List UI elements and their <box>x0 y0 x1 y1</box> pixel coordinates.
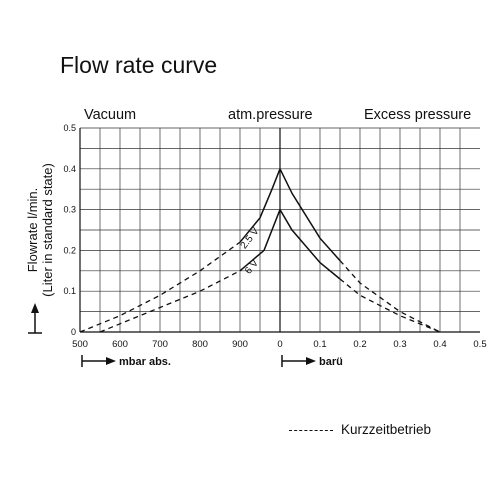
vacuum-axis-label: mbar abs. <box>119 356 171 368</box>
x-tick-label-vacuum: 700 <box>152 339 168 350</box>
x-tick-label-vacuum: 600 <box>112 339 128 350</box>
region-label-atm-pressure: atm.pressure <box>228 107 313 123</box>
series-line-dashed-pressure <box>339 278 441 333</box>
legend-label: Kurzzeitbetrieb <box>341 422 432 437</box>
legend-dash-swatch <box>289 429 333 431</box>
region-label-excess-pressure: Excess pressure <box>364 107 472 123</box>
x-tick-label-vacuum: 900 <box>232 339 248 350</box>
pressure-axis-label: barü <box>319 356 343 368</box>
y-tick-label: 0.4 <box>63 164 76 174</box>
series-line-dashed-vacuum <box>79 241 241 333</box>
series-line-dashed-pressure <box>339 260 441 333</box>
y-tick-label: 0.2 <box>63 245 76 255</box>
region-label-vacuum: Vacuum <box>84 107 137 123</box>
x-tick-label-vacuum: 800 <box>192 339 208 350</box>
series-line-dashed-vacuum <box>99 270 241 333</box>
series-label-6v: 6 V <box>243 258 261 277</box>
legend: Kurzzeitbetrieb <box>289 422 431 437</box>
y-axis-arrow-head <box>31 303 39 313</box>
x-tick-label-pressure: 0.4 <box>433 339 446 350</box>
y-tick-label: 0.3 <box>63 205 76 215</box>
y-tick-label: 0.1 <box>63 286 76 296</box>
x-tick-label-pressure: 0 <box>277 339 282 350</box>
vacuum-axis-arrow-head <box>106 357 116 365</box>
pressure-axis-arrow-head <box>306 357 316 365</box>
series-line-solid <box>239 207 341 280</box>
y-tick-label: 0.5 <box>63 123 76 133</box>
x-tick-label-pressure: 0.5 <box>473 339 486 350</box>
series-label-2-5v: 2.5 V <box>239 226 262 251</box>
x-tick-label-pressure: 0.1 <box>313 339 326 350</box>
x-tick-label-pressure: 0.3 <box>393 339 406 350</box>
x-tick-label-pressure: 0.2 <box>353 339 366 350</box>
x-tick-label-vacuum: 500 <box>72 339 88 350</box>
y-tick-label: 0 <box>71 327 76 337</box>
series-line-solid <box>239 166 341 262</box>
chart-title: Flow rate curve <box>60 52 218 78</box>
